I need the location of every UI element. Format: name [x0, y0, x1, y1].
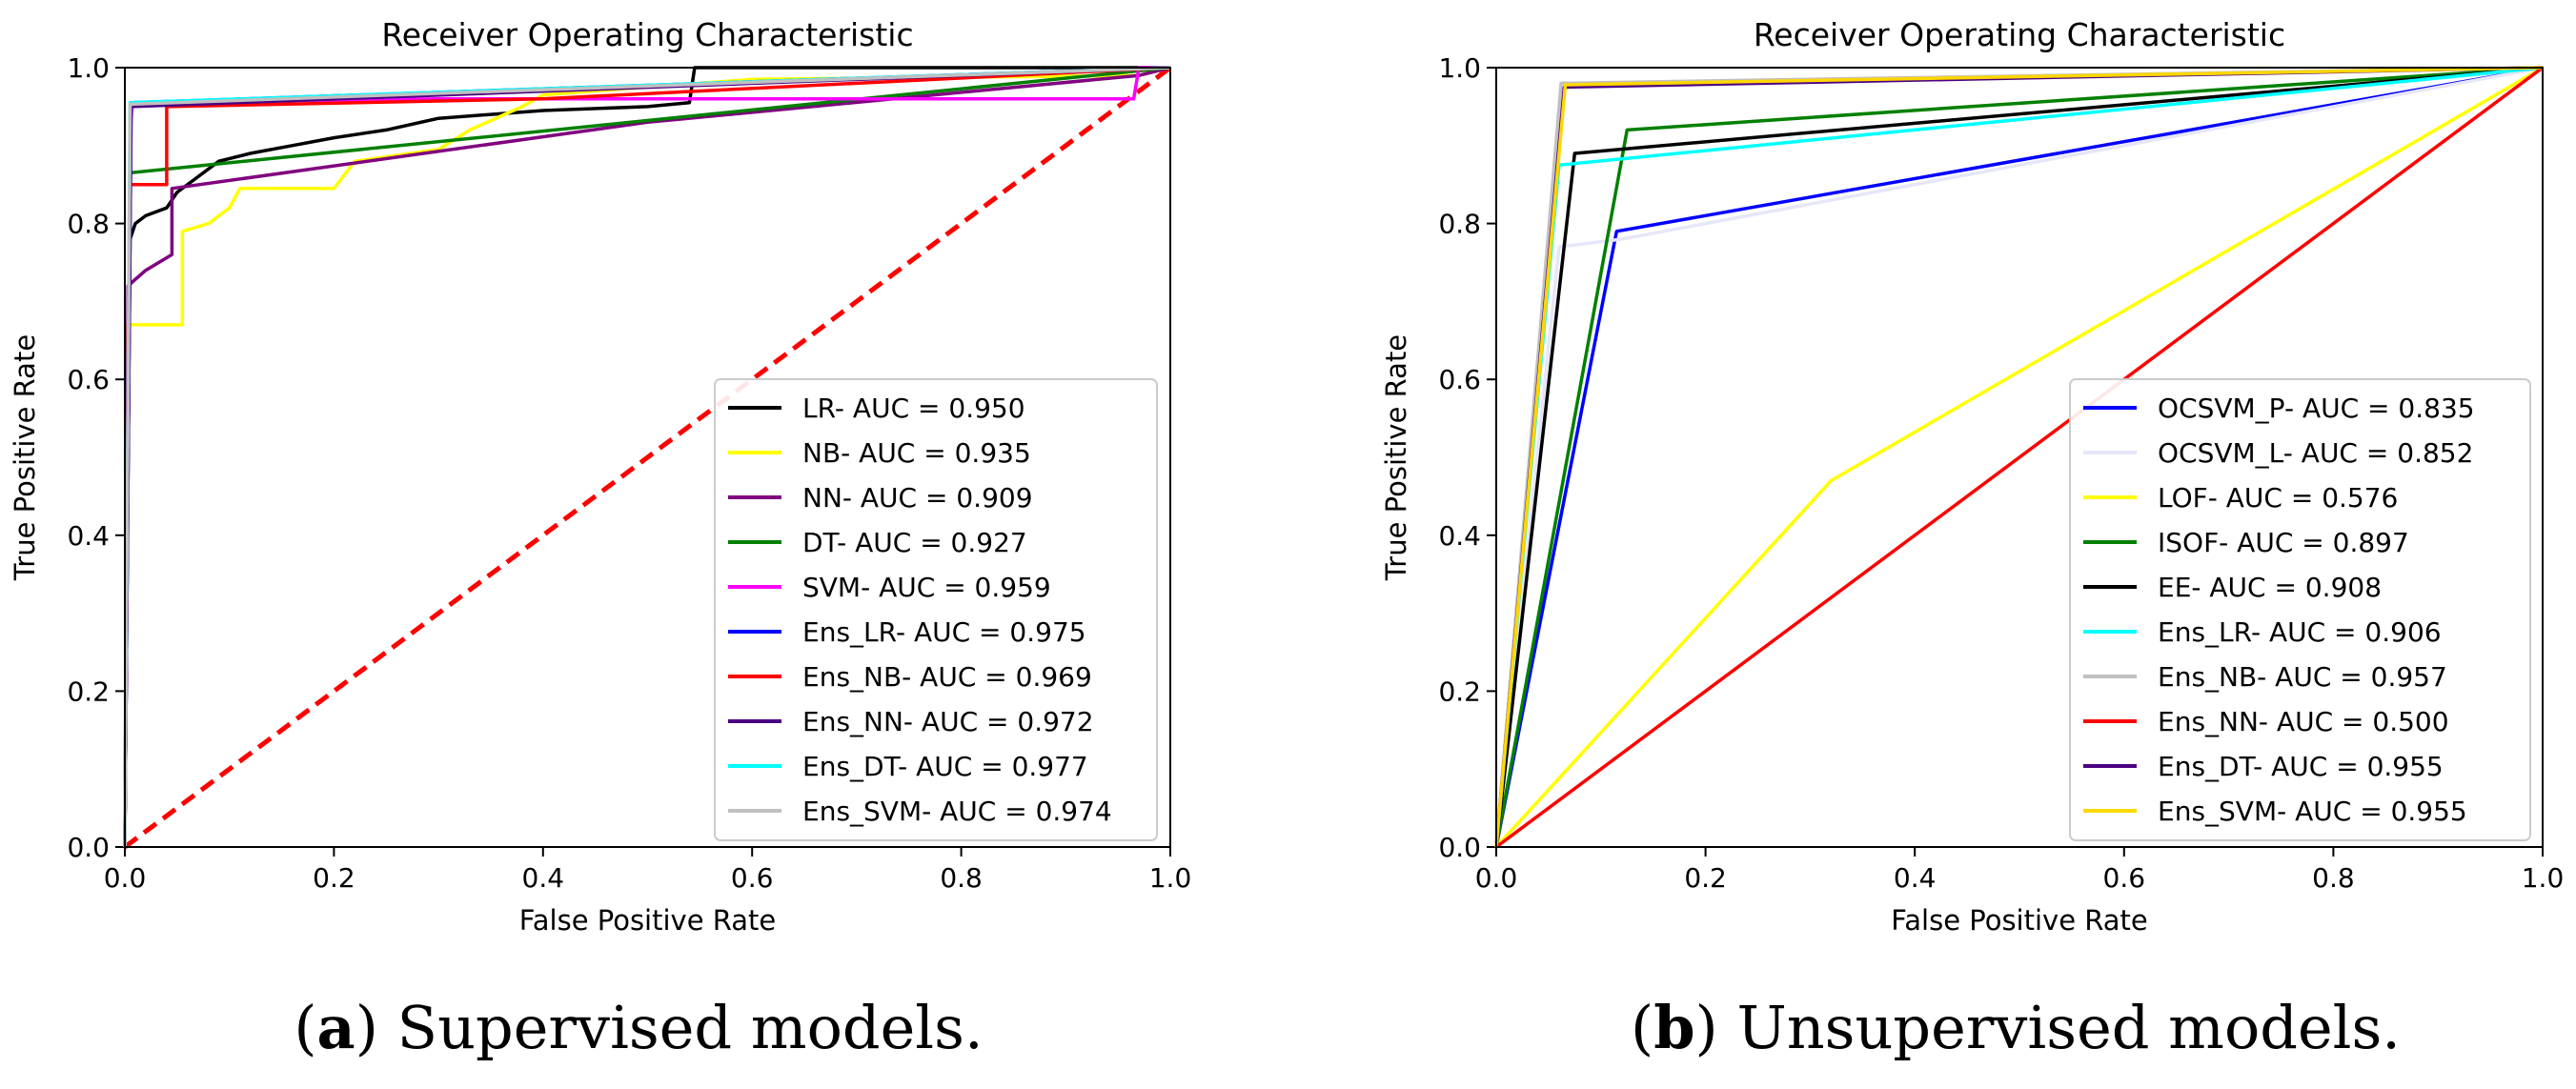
caption-b-label: b — [1653, 993, 1694, 1062]
x-tick-label: 0.6 — [731, 862, 774, 894]
x-tick-label: 0.8 — [2312, 862, 2355, 894]
caption-a-text: Supervised models. — [397, 993, 984, 1062]
legend-entry: Ens_SVM- AUC = 0.955 — [2158, 796, 2467, 827]
legend-entry: SVM- AUC = 0.959 — [802, 572, 1051, 603]
x-tick-label: 0.4 — [522, 862, 565, 894]
x-tick-label: 1.0 — [1149, 862, 1192, 894]
x-tick-label: 0.0 — [1475, 862, 1518, 894]
y-tick-label: 1.0 — [67, 52, 110, 84]
series-line-9 — [1494, 66, 2544, 848]
legend-entry: Ens_LR- AUC = 0.975 — [802, 616, 1086, 648]
legend: LR- AUC = 0.950 NB- AUC = 0.935 NN- AUC = … — [714, 378, 1158, 841]
series-lines — [123, 65, 1172, 850]
series-line-1 — [1494, 66, 2544, 848]
caption-b-text: Unsupervised models. — [1736, 993, 2401, 1062]
legend-entry: Ens_NB- AUC = 0.957 — [2158, 661, 2447, 693]
y-tick-label: 0.4 — [1438, 520, 1481, 552]
y-tick-label: 0.0 — [67, 832, 110, 863]
caption-a-label: a — [317, 993, 355, 1062]
series-line-9 — [123, 66, 1171, 848]
x-tick-label: 0.0 — [104, 862, 147, 894]
legend: OCSVM_P- AUC = 0.835 OCSVM_L- AUC = 0.852… — [2069, 378, 2531, 841]
y-axis-label: True Positive Rate — [9, 334, 41, 581]
series-line-0 — [1494, 66, 2544, 848]
x-tick-label: 0.8 — [940, 862, 983, 894]
legend-entry: LR- AUC = 0.950 — [802, 393, 1025, 424]
x-tick-label: 1.0 — [2522, 862, 2565, 894]
legend-box — [714, 378, 1158, 841]
y-tick-label: 0.8 — [67, 209, 110, 240]
legend-entry: Ens_NB- AUC = 0.969 — [802, 661, 1092, 693]
ticks: 0.0 0.2 0.4 0.6 0.8 1.0 0.0 0.2 0.4 0.6 0.8 1.0 — [67, 52, 1191, 894]
y-tick-label: 0.8 — [1438, 209, 1481, 240]
x-tick-label: 0.2 — [1684, 862, 1727, 894]
legend-entry: NB- AUC = 0.935 — [802, 437, 1031, 469]
chart-title: Receiver Operating Characteristic — [381, 16, 913, 53]
legend-entry: Ens_DT- AUC = 0.977 — [802, 751, 1088, 782]
reference-diagonal-line — [123, 65, 1172, 850]
y-tick-label: 0.0 — [1438, 832, 1481, 863]
y-tick-label: 0.2 — [1438, 676, 1481, 707]
x-tick-label: 0.6 — [2103, 862, 2146, 894]
series-lines — [1494, 66, 2545, 849]
y-tick-label: 1.0 — [1438, 52, 1481, 84]
x-tick-label: 0.4 — [1894, 862, 1937, 894]
legend-entry: NN- AUC = 0.909 — [802, 482, 1033, 514]
legend-entry: ISOF- AUC = 0.897 — [2158, 527, 2409, 558]
caption-b: (b) Unsupervised models. — [1631, 993, 2401, 1062]
x-axis-label: False Positive Rate — [519, 904, 777, 937]
y-tick-label: 0.4 — [67, 520, 110, 552]
plot-frame — [124, 67, 1171, 848]
y-tick-label: 0.6 — [1438, 364, 1481, 395]
series-line-2 — [1494, 66, 2544, 849]
legend-entry: EE- AUC = 0.908 — [2158, 572, 2382, 603]
legend-entry: Ens_NN- AUC = 0.972 — [802, 706, 1094, 737]
chart-supervised: Receiver Operating Characteristic False … — [9, 16, 1191, 937]
chart-title: Receiver Operating Characteristic — [1754, 16, 2285, 53]
legend-entry: OCSVM_P- AUC = 0.835 — [2158, 393, 2475, 424]
legend-box — [2069, 378, 2531, 841]
legend-entry: OCSVM_L- AUC = 0.852 — [2158, 437, 2473, 469]
legend-entry: LOF- AUC = 0.576 — [2158, 482, 2398, 514]
plot-frame — [1495, 67, 2544, 848]
series-line-0 — [123, 66, 1170, 848]
legend-entry: Ens_SVM- AUC = 0.974 — [802, 796, 1112, 827]
caption-a: (a) Supervised models. — [294, 993, 983, 1062]
series-line-4 — [1494, 66, 2544, 848]
x-tick-label: 0.2 — [313, 862, 355, 894]
y-tick-label: 0.2 — [67, 676, 110, 707]
series-line-3 — [1494, 66, 2544, 848]
ticks: 0.0 0.2 0.4 0.6 0.8 1.0 0.0 0.2 0.4 0.6 0.8 1.0 — [1438, 52, 2564, 894]
legend-entry: Ens_LR- AUC = 0.906 — [2158, 616, 2442, 648]
chart-unsupervised: Receiver Operating Characteristic False … — [1380, 16, 2564, 937]
y-axis-label: True Positive Rate — [1380, 334, 1412, 581]
legend-entry: DT- AUC = 0.927 — [802, 527, 1027, 558]
legend-entry: Ens_NN- AUC = 0.500 — [2158, 706, 2449, 737]
legend-entry: Ens_DT- AUC = 0.955 — [2158, 751, 2444, 782]
x-axis-label: False Positive Rate — [1891, 904, 2148, 937]
y-tick-label: 0.6 — [67, 364, 110, 395]
series-line-7 — [1494, 66, 2545, 849]
